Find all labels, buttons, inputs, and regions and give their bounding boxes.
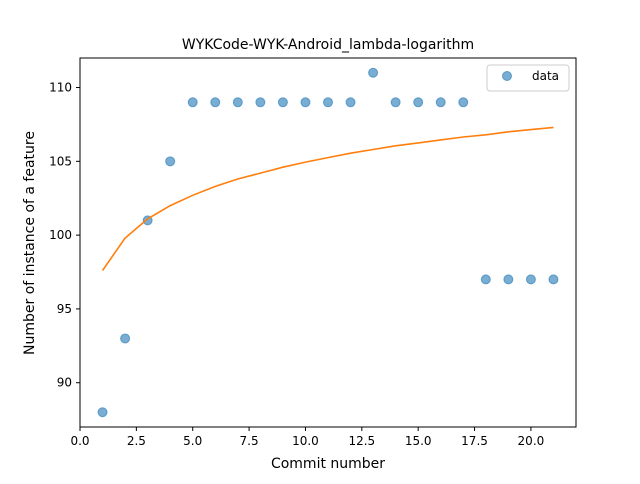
x-tick-label: 15.0: [405, 434, 432, 448]
data-point: [413, 97, 424, 108]
data-point: [323, 97, 333, 108]
y-tick-label: 110: [49, 81, 72, 95]
data-point: [458, 97, 469, 108]
data-point: [210, 97, 221, 108]
x-tick-label: 12.5: [348, 434, 375, 448]
data-point: [390, 97, 401, 108]
data-point: [345, 97, 356, 108]
x-axis-ticks: 0.0 2.5 5.0 7.5 10.0 12.5 15.0 17.5 20.0: [70, 427, 544, 448]
chart-marks: [97, 67, 559, 418]
data-point: [187, 97, 198, 108]
data-point: [525, 274, 536, 285]
x-tick-label: 0.0: [70, 434, 89, 448]
chart-title: WYKCode-WYK-Android_lambda-logarithm: [182, 37, 474, 53]
data-point: [480, 274, 491, 285]
x-axis-label: Commit number: [271, 456, 385, 472]
legend: data: [486, 64, 570, 92]
y-axis-label: Number of instance of a feature: [22, 131, 38, 355]
y-tick-label: 90: [57, 376, 72, 390]
data-point: [255, 97, 266, 108]
data-point: [232, 97, 243, 108]
x-tick-label: 5.0: [183, 434, 202, 448]
legend-label-data: data: [532, 69, 559, 83]
legend-marker-data: [502, 71, 512, 81]
data-point: [548, 274, 559, 285]
data-point: [97, 407, 108, 418]
x-tick-label: 7.5: [240, 434, 259, 448]
x-tick-label: 20.0: [518, 434, 545, 448]
fit-line: [101, 126, 554, 271]
x-tick-label: 10.0: [292, 434, 319, 448]
data-point: [165, 156, 176, 167]
y-axis-ticks: 90 95 100 105 110: [49, 81, 80, 390]
data-point: [277, 97, 288, 108]
x-tick-label: 2.5: [127, 434, 146, 448]
data-point: [435, 97, 446, 108]
y-tick-label: 95: [57, 302, 72, 316]
data-point: [120, 333, 131, 344]
data-point: [368, 67, 379, 78]
y-tick-label: 105: [49, 154, 72, 168]
x-tick-label: 17.5: [461, 434, 488, 448]
y-tick-label: 100: [49, 228, 72, 242]
data-point: [300, 97, 311, 108]
axes-frame: [79, 57, 577, 428]
data-point: [503, 274, 514, 285]
